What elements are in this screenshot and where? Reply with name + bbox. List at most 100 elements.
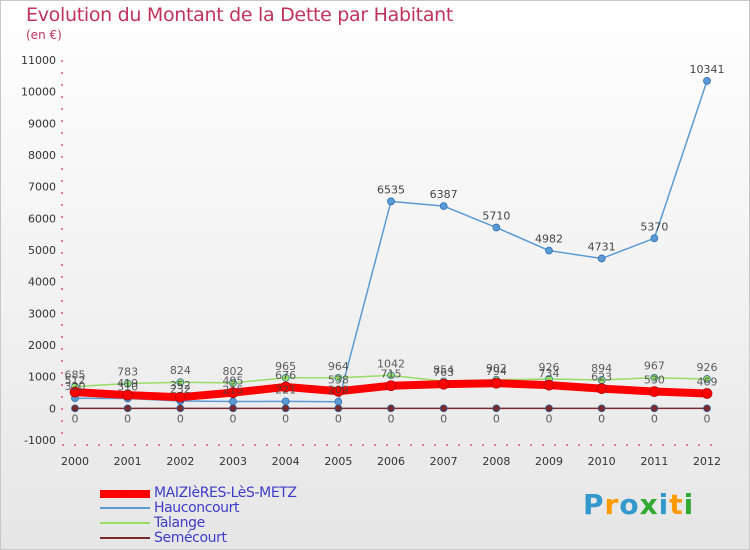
data-point <box>387 404 395 413</box>
data-label: 794 <box>486 365 507 378</box>
data-point <box>650 234 659 243</box>
data-point <box>545 404 553 413</box>
data-point <box>703 375 711 383</box>
data-label: 215 <box>223 384 244 397</box>
data-point <box>280 381 292 393</box>
data-point <box>703 404 711 413</box>
data-label: 965 <box>275 360 296 373</box>
data-label: 4731 <box>588 241 616 254</box>
x-tick-label: 2012 <box>693 455 721 468</box>
data-point <box>543 379 555 391</box>
data-point <box>492 404 501 413</box>
data-label: 926 <box>539 361 560 374</box>
data-point <box>334 404 343 413</box>
data-point <box>490 377 502 389</box>
x-tick-label: 2006 <box>377 455 405 468</box>
x-tick-label: 2001 <box>114 455 142 468</box>
data-point <box>229 404 237 413</box>
data-label: 5710 <box>482 210 510 223</box>
data-label: 802 <box>223 365 244 378</box>
logo-letter: t <box>669 488 684 521</box>
logo-letter: o <box>619 488 640 521</box>
data-label: 232 <box>170 383 191 396</box>
data-point <box>123 379 132 388</box>
data-point <box>69 386 81 398</box>
chart-series <box>69 77 713 413</box>
data-label: 320 <box>65 380 86 393</box>
data-label: 964 <box>328 360 349 373</box>
y-tick-label: 2000 <box>28 339 56 352</box>
data-label: 495 <box>223 375 244 388</box>
data-label: 469 <box>697 375 718 388</box>
x-tick-label: 2007 <box>430 455 458 468</box>
legend-label-talange: Talange <box>154 515 205 531</box>
logo-letter: i <box>683 488 695 521</box>
chart-data-labels: 512 419 352 495 676 538 715 763 794 734 623 530 469 3… <box>65 63 725 425</box>
data-point <box>174 391 186 403</box>
data-label: 530 <box>644 374 665 387</box>
data-point <box>334 373 343 382</box>
data-point <box>229 397 237 406</box>
legend-swatch-maizieres <box>100 490 150 498</box>
legend-label-semecourt: Semécourt <box>154 530 227 546</box>
x-tick-label: 2008 <box>482 455 510 468</box>
data-point <box>281 373 290 382</box>
data-point <box>281 404 290 413</box>
y-tick-label: 8000 <box>28 149 56 162</box>
logo-letter: i <box>658 488 670 521</box>
y-tick-label: 11000 <box>21 54 56 67</box>
x-tick-label: 2004 <box>272 455 300 468</box>
legend-label-hauconcourt: Hauconcourt <box>154 500 240 516</box>
x-tick-label: 2010 <box>588 455 616 468</box>
data-point <box>387 371 395 380</box>
data-label: 1042 <box>377 357 405 370</box>
data-label: 0 <box>546 412 553 425</box>
data-point <box>439 404 448 413</box>
chart-subtitle: (en €) <box>26 28 62 42</box>
data-label: 926 <box>697 361 718 374</box>
y-tick-label: 4000 <box>28 276 56 289</box>
data-label: 902 <box>486 362 507 375</box>
logo-letter: x <box>639 488 659 521</box>
data-point <box>334 397 343 406</box>
data-point <box>492 223 501 232</box>
chart-title: Evolution du Montant de la Dette par Hab… <box>26 4 454 26</box>
legend-swatch-hauconcourt <box>100 507 150 509</box>
data-point <box>650 404 659 413</box>
y-tick-label: 0 <box>49 402 56 415</box>
data-label: 310 <box>117 381 138 394</box>
data-label: 783 <box>117 366 138 379</box>
proxiti-logo: Proxiti <box>583 488 694 521</box>
data-label: 352 <box>170 379 191 392</box>
data-point <box>385 380 397 392</box>
data-point <box>229 379 237 387</box>
data-label: 6535 <box>377 183 405 196</box>
data-label: 0 <box>72 412 79 425</box>
data-point <box>439 202 448 210</box>
data-label: 538 <box>328 373 349 386</box>
x-tick-label: 2009 <box>535 455 563 468</box>
data-point <box>703 77 711 85</box>
data-label: 209 <box>328 384 349 397</box>
legend-label-maizieres: MAIZIèRES-LèS-METZ <box>154 485 297 501</box>
y-tick-label: -1000 <box>24 434 56 447</box>
data-point <box>332 385 344 397</box>
data-point <box>596 383 608 394</box>
data-label: 0 <box>651 412 658 425</box>
x-tick-label: 2000 <box>61 455 89 468</box>
data-point <box>545 246 553 255</box>
data-point <box>227 387 239 399</box>
y-tick-label: 6000 <box>28 212 56 225</box>
data-label: 967 <box>644 360 665 373</box>
y-tick-label: 5000 <box>28 244 56 257</box>
data-point <box>597 404 606 413</box>
data-label: 894 <box>591 362 612 375</box>
data-label: 0 <box>230 412 237 425</box>
data-label: 676 <box>275 369 296 382</box>
x-tick-label: 2011 <box>640 455 668 468</box>
legend-swatch-semecourt <box>100 537 150 539</box>
x-tick-label: 2003 <box>219 455 247 468</box>
data-label: 0 <box>493 412 500 425</box>
